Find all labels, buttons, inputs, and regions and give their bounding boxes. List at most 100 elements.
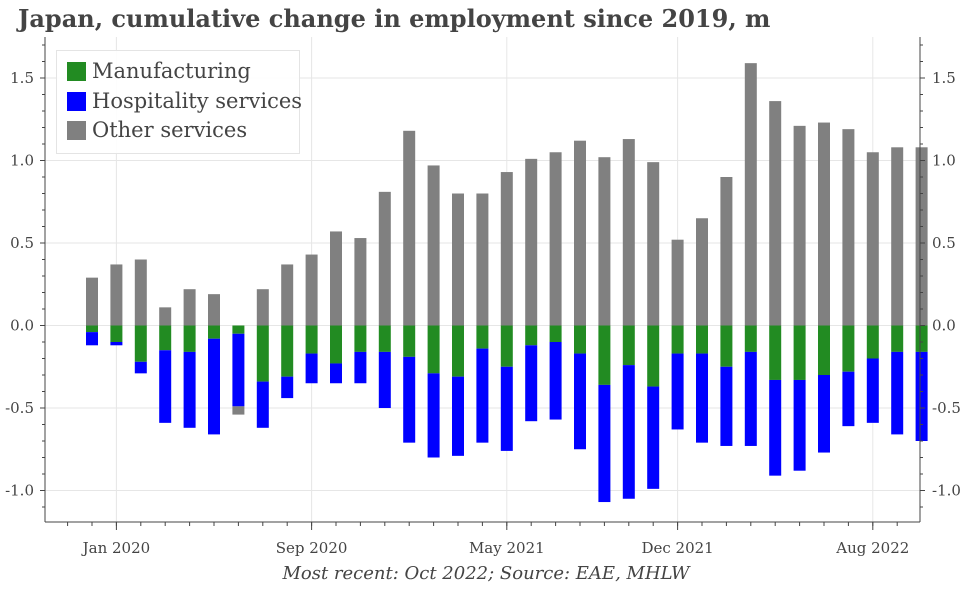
bar-hospitality-services-11 — [354, 351, 367, 384]
bar-hospitality-services-27 — [744, 351, 757, 446]
bar-other-services-3 — [159, 307, 172, 326]
bar-hospitality-services-21 — [598, 384, 611, 503]
bar-other-services-18 — [525, 158, 538, 326]
bar-other-services-9 — [305, 254, 318, 326]
legend-swatch-manufacturing — [67, 61, 86, 81]
bar-hospitality-services-32 — [866, 358, 879, 423]
bar-hospitality-services-3 — [159, 350, 172, 423]
y-tick-label-left: 0.5 — [10, 234, 34, 252]
bar-hospitality-services-13 — [403, 356, 416, 443]
bar-other-services-26 — [720, 177, 733, 326]
bar-other-services-34 — [915, 147, 928, 326]
bar-hospitality-services-22 — [622, 365, 635, 499]
legend: Manufacturing Hospitality services Other… — [56, 50, 302, 154]
bar-other-services-14 — [427, 165, 440, 326]
chart-title: Japan, cumulative change in employment s… — [18, 4, 771, 33]
bar-other-services-16 — [476, 193, 489, 326]
bar-other-services-31 — [842, 129, 855, 326]
bar-manufacturing-19 — [549, 325, 562, 342]
bar-hospitality-services-8 — [281, 376, 294, 399]
x-tick-label: May 2021 — [469, 539, 545, 557]
bar-other-services-32 — [866, 152, 879, 326]
bar-manufacturing-10 — [330, 325, 342, 364]
bar-hospitality-services-14 — [427, 373, 440, 458]
y-tick-label-left: 1.0 — [10, 152, 34, 170]
bar-hospitality-services-24 — [671, 353, 684, 430]
bar-other-services-15 — [452, 193, 464, 326]
bar-manufacturing-7 — [256, 325, 269, 382]
bar-manufacturing-22 — [622, 325, 635, 366]
bar-manufacturing-33 — [891, 325, 904, 352]
y-tick-label-left: 0.0 — [10, 317, 34, 335]
bar-manufacturing-9 — [305, 325, 318, 354]
bar-hospitality-services-25 — [696, 353, 708, 443]
bar-manufacturing-18 — [525, 325, 538, 346]
bar-other-services-22 — [622, 139, 635, 326]
legend-swatch-hospitality — [67, 91, 86, 111]
bar-hospitality-services-28 — [769, 379, 782, 476]
bar-other-services-30 — [818, 122, 830, 326]
bar-manufacturing-23 — [647, 325, 660, 387]
bar-manufacturing-26 — [720, 325, 733, 367]
bar-hospitality-services-2 — [134, 361, 147, 374]
bar-other-services-8 — [281, 264, 294, 326]
bar-hospitality-services-1 — [110, 342, 123, 346]
bar-other-services-6 — [232, 406, 245, 415]
bar-manufacturing-14 — [427, 325, 440, 374]
bar-hospitality-services-34 — [915, 351, 928, 441]
bar-manufacturing-25 — [696, 325, 708, 354]
bar-other-services-7 — [256, 289, 269, 326]
bar-manufacturing-20 — [574, 325, 586, 354]
x-tick-label: Jan 2020 — [81, 539, 151, 557]
bar-manufacturing-11 — [354, 325, 367, 352]
bar-manufacturing-13 — [403, 325, 416, 357]
axes: -1.0 -1.0 -0.5 -0.5 0.0 0.0 0.5 0.5 1.0 1.0 1.5 1.5… — [5, 37, 961, 557]
bar-manufacturing-8 — [281, 325, 294, 377]
y-tick-label-left: -1.0 — [5, 482, 34, 500]
y-tick-label-right: 0.5 — [932, 234, 956, 252]
bar-hospitality-services-23 — [647, 386, 660, 489]
y-tick-label-right: 1.0 — [932, 152, 956, 170]
bar-other-services-24 — [671, 239, 684, 326]
bar-other-services-11 — [354, 238, 367, 326]
bar-manufacturing-5 — [208, 325, 220, 339]
bar-hospitality-services-9 — [305, 353, 318, 384]
y-tick-label-left: 1.5 — [10, 69, 34, 87]
x-tick-label: Aug 2022 — [835, 539, 909, 557]
bar-manufacturing-1 — [110, 325, 123, 342]
bar-other-services-27 — [744, 63, 757, 326]
y-tick-label-right: -0.5 — [932, 399, 961, 417]
bar-manufacturing-6 — [232, 325, 245, 334]
bar-other-services-2 — [134, 259, 147, 326]
bar-other-services-13 — [403, 130, 416, 326]
bar-hospitality-services-17 — [500, 366, 513, 451]
legend-item-manufacturing: Manufacturing — [67, 58, 251, 84]
y-tick-label-right: 0.0 — [932, 317, 956, 335]
y-tick-label-right: -1.0 — [932, 482, 961, 500]
bar-hospitality-services-33 — [891, 351, 904, 435]
bar-hospitality-services-7 — [256, 381, 269, 428]
bar-manufacturing-16 — [476, 325, 489, 349]
bar-other-services-21 — [598, 157, 611, 326]
y-tick-label-left: -0.5 — [5, 399, 34, 417]
bar-other-services-0 — [86, 277, 98, 326]
bar-other-services-33 — [891, 147, 904, 326]
bar-manufacturing-21 — [598, 325, 611, 385]
bar-manufacturing-15 — [452, 325, 464, 377]
bar-hospitality-services-6 — [232, 333, 245, 407]
bar-manufacturing-30 — [818, 325, 830, 375]
bar-hospitality-services-0 — [86, 332, 98, 346]
bar-hospitality-services-4 — [183, 351, 196, 428]
bar-manufacturing-29 — [793, 325, 806, 380]
bar-hospitality-services-19 — [549, 342, 562, 420]
bar-other-services-20 — [574, 140, 586, 326]
bar-manufacturing-4 — [183, 325, 196, 352]
bar-other-services-23 — [647, 162, 660, 326]
bar-other-services-25 — [696, 218, 708, 326]
bar-hospitality-services-15 — [452, 376, 464, 456]
chart-subtitle: Most recent: Oct 2022; Source: EAE, MHLW — [282, 563, 690, 584]
bar-hospitality-services-29 — [793, 379, 806, 471]
bar-other-services-29 — [793, 125, 806, 326]
bar-hospitality-services-16 — [476, 348, 489, 443]
